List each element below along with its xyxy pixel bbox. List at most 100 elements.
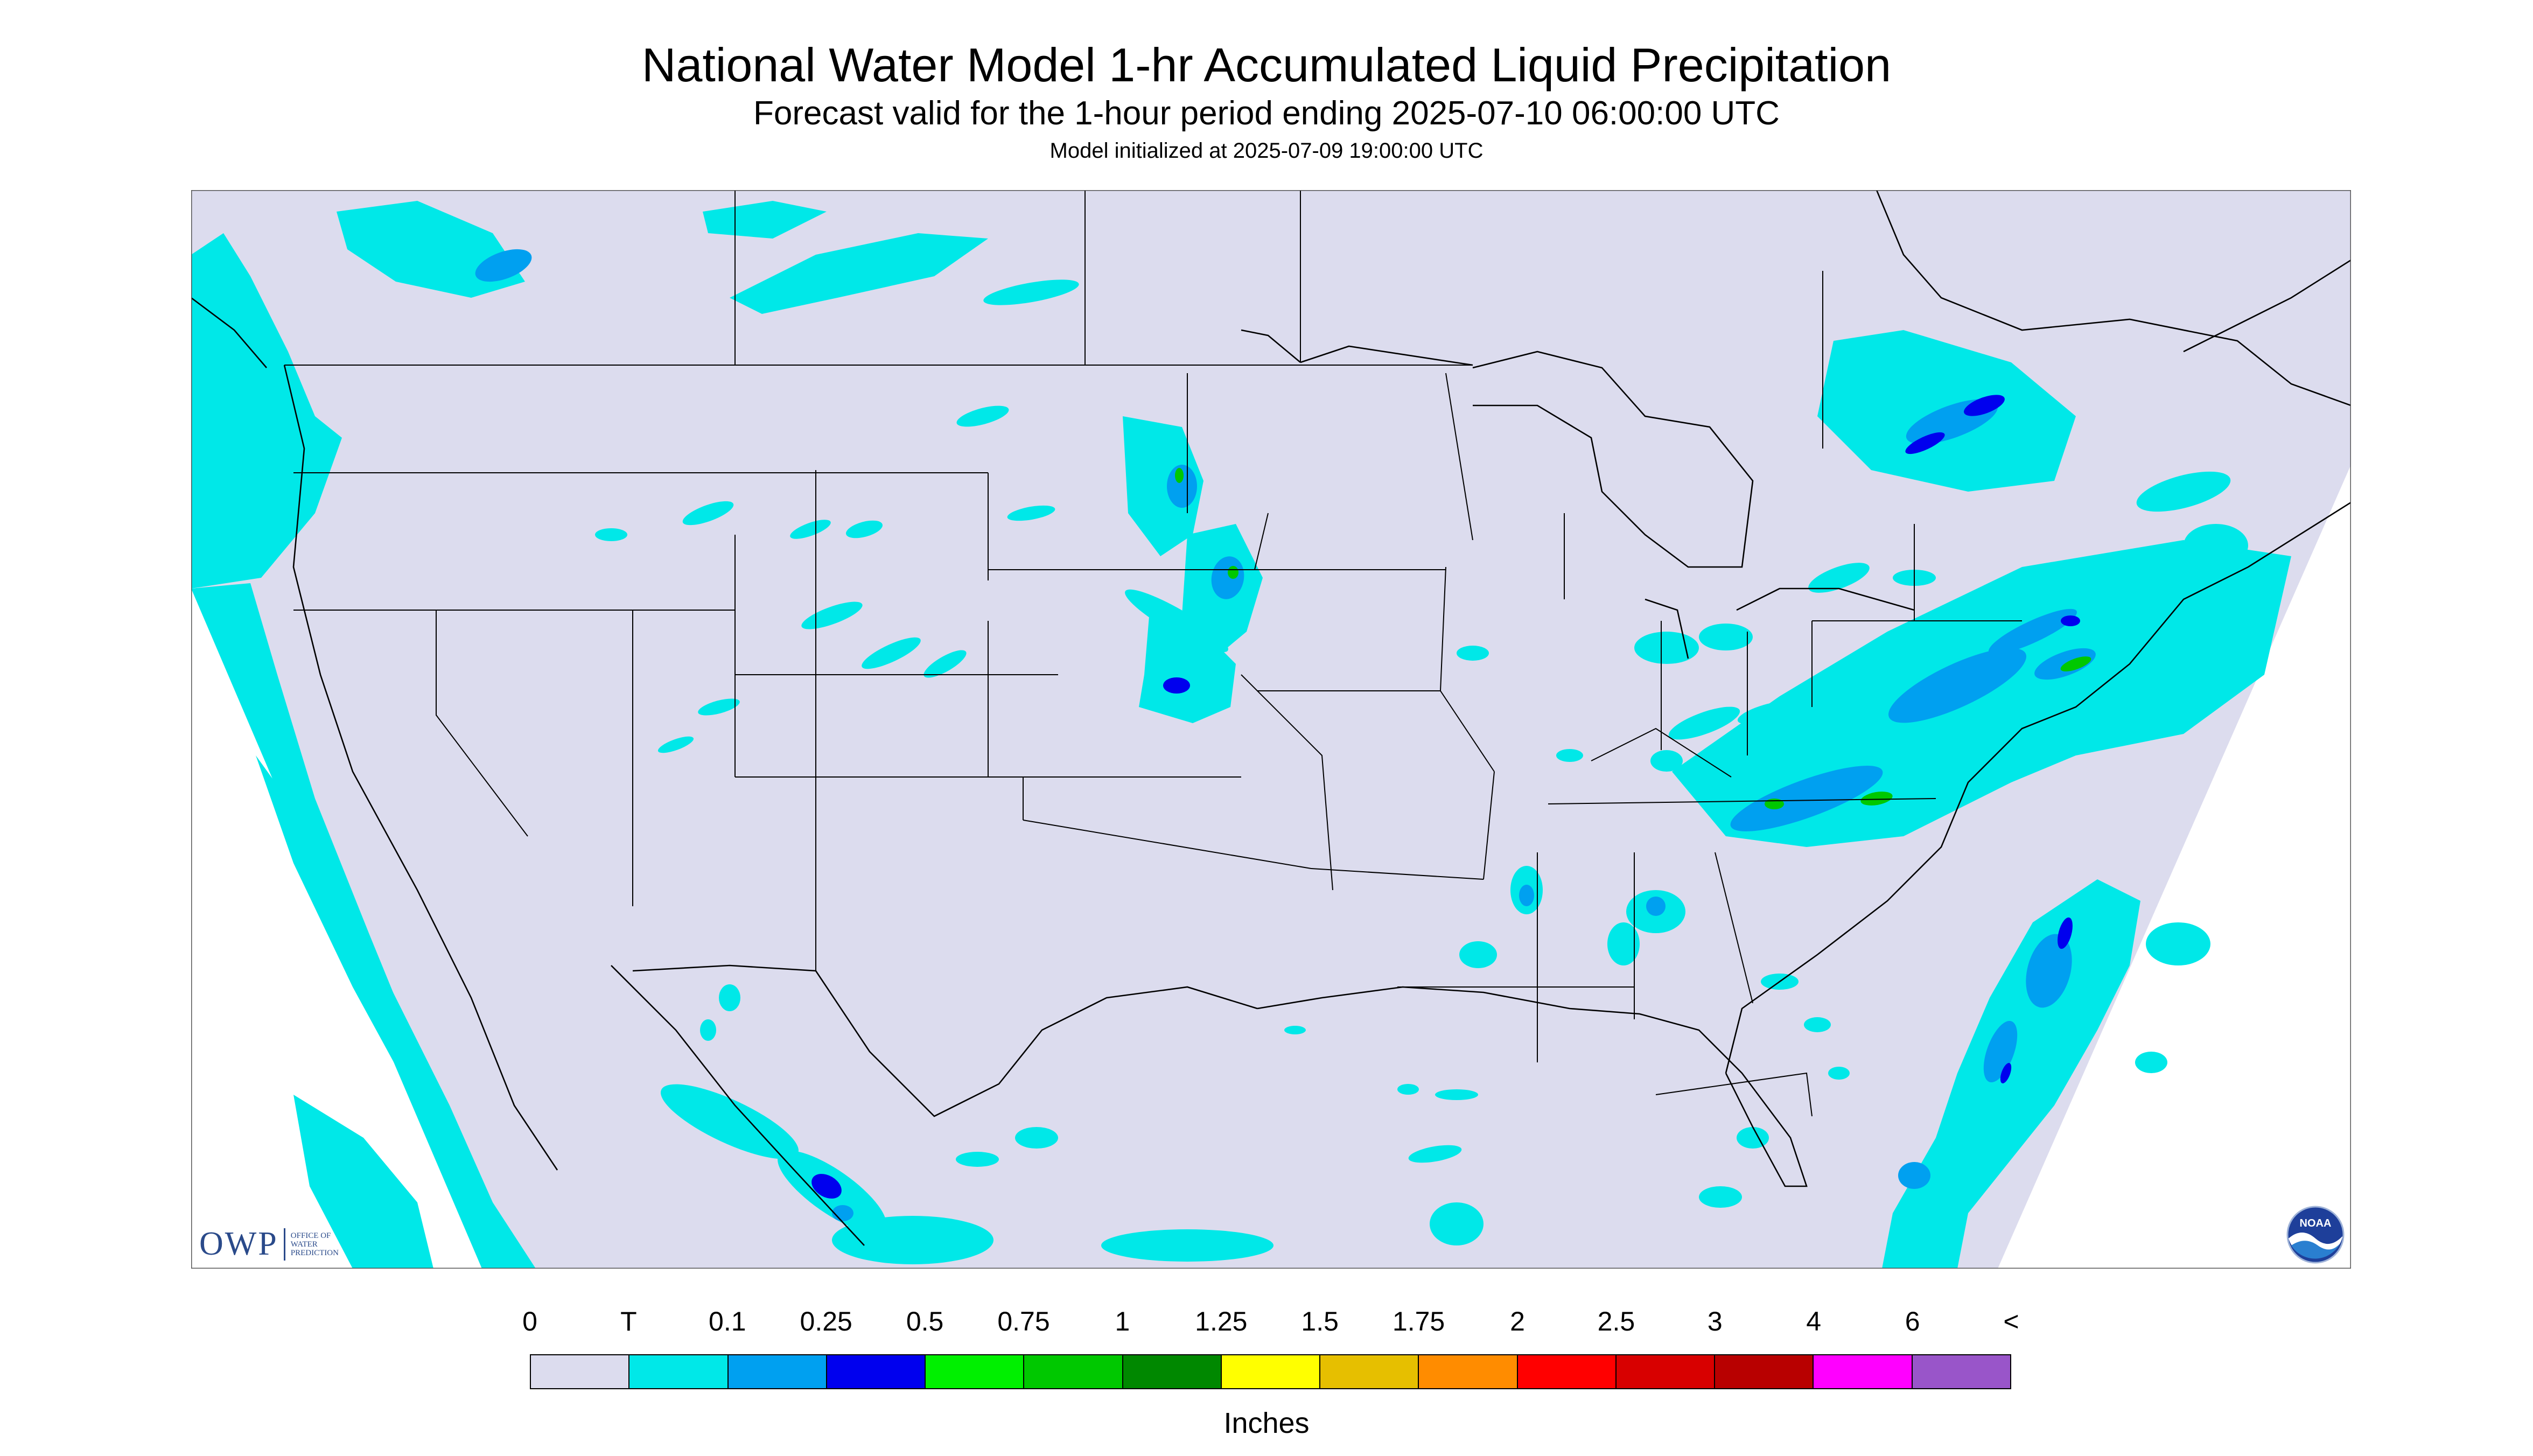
legend-tick-label: 0.5 <box>906 1306 944 1336</box>
precip-area-trace <box>719 984 740 1011</box>
precip-area-light <box>1983 1020 2018 1083</box>
boundary-line <box>1548 798 1936 804</box>
legend-tick-label: T <box>620 1306 637 1336</box>
boundary-line <box>2183 259 2351 353</box>
precip-area-trace <box>660 1084 799 1159</box>
precip-area-trace <box>1737 701 1801 724</box>
precip-area-trace <box>698 698 740 716</box>
precip-area-trace <box>1668 706 1740 740</box>
boundary-line <box>1023 820 1312 869</box>
boundary-line <box>1445 373 1473 541</box>
precip-area-moderate <box>2061 615 2080 626</box>
precip-area-trace <box>1650 750 1683 772</box>
model-init-note: Model initialized at 2025-07-09 19:00:00… <box>1049 139 1484 163</box>
legend-swatch <box>1715 1355 1814 1388</box>
boundary-line <box>1241 329 1301 363</box>
boundary-line <box>1257 986 1808 1187</box>
legend-units: Inches <box>1223 1407 1310 1439</box>
precip-area-heavy <box>2060 656 2091 671</box>
precip-area-light <box>1888 648 2027 723</box>
precip-area-trace <box>832 1216 993 1264</box>
legend-swatch <box>629 1355 729 1388</box>
legend-swatch <box>1912 1355 2010 1388</box>
precip-area-trace <box>1125 589 1228 653</box>
precip-area-trace <box>1430 1202 1484 1245</box>
precip-area-light <box>1898 1162 1930 1189</box>
precip-area-moderate <box>811 1174 842 1199</box>
precip-area-trace <box>845 520 883 538</box>
precip-area-heavy <box>1860 792 1893 806</box>
boundary-line <box>1311 868 1484 880</box>
legend-tick-label: 0.1 <box>709 1306 746 1336</box>
boundary-line <box>1591 727 1732 778</box>
precip-area-light <box>1646 897 1666 916</box>
precip-area-moderate <box>1905 432 1945 454</box>
legend-tick-label: 4 <box>1806 1306 1822 1336</box>
precip-area-trace <box>256 755 536 1269</box>
precip-area-trace <box>1284 1026 1306 1034</box>
legend-tick-label: 6 <box>1905 1306 1920 1336</box>
precip-area-trace <box>790 520 831 539</box>
precip-area-trace <box>1397 1084 1419 1095</box>
legend-tick-label: 1.75 <box>1392 1306 1445 1336</box>
legend-tick-label: 0.25 <box>800 1306 852 1336</box>
boundary-line <box>191 297 267 368</box>
precip-area-trace <box>801 601 863 629</box>
boundary-line <box>1300 345 1473 366</box>
precipitation-field <box>191 201 2291 1269</box>
legend-swatch <box>1419 1355 1518 1388</box>
boundary-line <box>436 610 528 837</box>
legend-tick-label: < <box>2003 1306 2019 1336</box>
precip-area-trace <box>1101 1229 1274 1262</box>
boundary-line <box>1254 513 1269 570</box>
legend-tick-label: 0.75 <box>997 1306 1050 1336</box>
legend-swatch <box>531 1355 630 1388</box>
precip-area-trace <box>2146 922 2210 965</box>
noaa-seal-icon: NOAA <box>2286 1206 2345 1264</box>
precip-area-trace <box>1435 1089 1478 1100</box>
page-title: National Water Model 1-hr Accumulated Li… <box>641 38 1892 92</box>
precip-area-trace <box>1459 941 1497 968</box>
precip-area-light <box>1988 608 2077 655</box>
legend-swatch <box>1123 1355 1222 1388</box>
precip-area-trace <box>293 1095 433 1269</box>
legend-swatch <box>1517 1355 1617 1388</box>
precip-area-trace <box>657 736 694 753</box>
precip-area-trace <box>2136 471 2231 512</box>
precip-area-light <box>1167 465 1197 508</box>
precip-area-trace <box>1123 416 1203 556</box>
precip-area-trace <box>1015 1127 1058 1149</box>
boundary-line <box>283 365 558 1171</box>
precip-area-trace <box>862 637 921 669</box>
owp-logo-mark: OWP <box>199 1226 278 1262</box>
legend-tick-label: 3 <box>1707 1306 1723 1336</box>
precip-area-trace <box>1699 624 1753 650</box>
precip-area-trace <box>1737 1127 1769 1149</box>
boundary-line <box>632 964 1258 1117</box>
precip-area-trace <box>191 233 342 589</box>
legend-swatch <box>1024 1355 1123 1388</box>
precip-area-trace <box>1457 646 1489 661</box>
legend-tick-label: 0 <box>522 1306 537 1336</box>
legend-tick-label: 1.5 <box>1301 1306 1339 1336</box>
boundary-line <box>1876 190 2351 407</box>
precip-area-trace <box>682 501 734 526</box>
precip-area-moderate <box>1964 395 2005 416</box>
svg-text:NOAA: NOAA <box>2300 1217 2332 1229</box>
boundary-line <box>1645 598 1689 659</box>
precip-area-light <box>2026 934 2072 1008</box>
boundary-line <box>1472 351 1754 568</box>
legend-swatch <box>1221 1355 1321 1388</box>
precip-area-trace <box>1699 1186 1742 1208</box>
precip-area-trace <box>2076 893 2119 920</box>
legend-tick-label: 2.5 <box>1597 1306 1635 1336</box>
political-boundaries <box>191 190 2351 1246</box>
legend-tick-label: 1 <box>1115 1306 1130 1336</box>
precip-area-trace <box>2135 1052 2167 1073</box>
precip-area-trace <box>956 405 1009 427</box>
precip-area-trace <box>1556 749 1583 762</box>
precip-area-trace <box>730 233 988 314</box>
precip-area-moderate <box>2000 1063 2012 1083</box>
precip-area-trace <box>1408 1145 1462 1163</box>
precip-area-light <box>475 249 532 282</box>
